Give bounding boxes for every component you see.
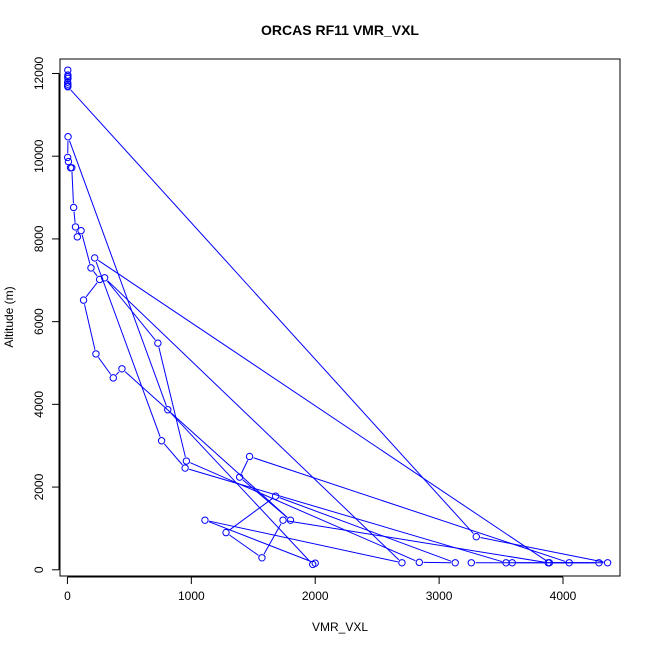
data-point [258, 554, 266, 562]
series-segment [83, 304, 96, 350]
series-segment [81, 234, 91, 264]
data-point [565, 559, 573, 567]
series-segment [229, 534, 259, 556]
data-point [595, 559, 603, 567]
data-point [222, 528, 230, 537]
y-tick-label: 4000 [32, 391, 46, 418]
series-segment [107, 280, 400, 561]
data-point [182, 457, 191, 465]
data-point [68, 164, 76, 172]
series-segment [93, 270, 98, 277]
series-segment [124, 371, 288, 518]
y-tick-label: 10000 [32, 139, 46, 173]
x-axis-label: VMR_VXL [312, 620, 368, 634]
data-point [181, 464, 189, 472]
data-point [398, 559, 406, 567]
series-segment [115, 371, 120, 376]
data-point [286, 516, 295, 524]
series-segment [263, 523, 282, 555]
series-segment [71, 171, 74, 204]
series-segment [70, 89, 474, 534]
series-segment [279, 497, 452, 562]
y-axis-label: Altitude (m) [2, 286, 16, 347]
series-segment [85, 282, 98, 298]
data-point [64, 83, 72, 91]
data-point [271, 492, 280, 500]
data-point [109, 374, 117, 382]
data-point [309, 560, 317, 569]
series-segment [163, 443, 183, 466]
x-tick-label: 4000 [550, 589, 577, 603]
data-point [64, 157, 73, 166]
series-segment [242, 479, 288, 518]
data-point [415, 558, 423, 567]
data-point [69, 203, 78, 212]
data-point [157, 437, 166, 445]
x-tick-label: 1000 [178, 589, 205, 603]
series-segment [170, 412, 311, 562]
data-point [502, 559, 510, 567]
data-point [95, 275, 104, 284]
series-segment [97, 259, 547, 561]
chart-title: ORCAS RF11 VMR_VXL [261, 22, 419, 38]
data-point [64, 74, 72, 83]
data-point [63, 153, 72, 162]
series-segment [189, 468, 503, 563]
series-segment [190, 462, 416, 562]
series-segment [287, 520, 545, 563]
series-layer [63, 66, 612, 569]
data-point [64, 133, 72, 141]
series-segment [208, 520, 398, 563]
series-segment [95, 261, 161, 437]
data-point [90, 254, 99, 262]
data-point [71, 223, 80, 231]
data-point [118, 365, 126, 373]
y-tick-label: 6000 [32, 308, 46, 335]
data-point [472, 533, 480, 541]
plot-frame [59, 58, 621, 577]
y-tick-label: 12000 [32, 56, 46, 90]
data-point [77, 226, 85, 235]
y-tick-label: 2000 [32, 473, 46, 500]
series-segment [253, 457, 566, 562]
series-segment [229, 498, 273, 531]
data-point [545, 559, 554, 567]
series-segment [208, 521, 312, 563]
data-point [235, 473, 244, 481]
series-segment [97, 357, 112, 375]
data-point [467, 559, 476, 567]
y-axis: 0 2000 4000 6000 8000 10000 12000 [32, 56, 60, 573]
data-point [87, 264, 95, 272]
data-point [245, 452, 254, 461]
data-point [164, 406, 172, 414]
x-axis: 0 1000 2000 3000 4000 [64, 576, 577, 603]
y-tick-label: 0 [32, 566, 46, 573]
series-segment [158, 347, 186, 458]
y-tick-label: 8000 [32, 225, 46, 252]
data-point [603, 559, 612, 567]
series-segment [73, 211, 76, 223]
x-tick-label: 2000 [302, 589, 329, 603]
data-point [154, 339, 162, 347]
data-point [279, 516, 287, 524]
data-point [73, 233, 82, 241]
data-point [79, 296, 88, 304]
x-tick-label: 3000 [426, 589, 453, 603]
data-point [92, 350, 100, 358]
series-segment [480, 537, 604, 563]
data-point [201, 516, 209, 524]
data-point [451, 559, 459, 567]
data-point [100, 274, 109, 282]
data-point [63, 78, 72, 86]
series-segment [241, 460, 249, 474]
x-tick-label: 0 [64, 589, 71, 603]
